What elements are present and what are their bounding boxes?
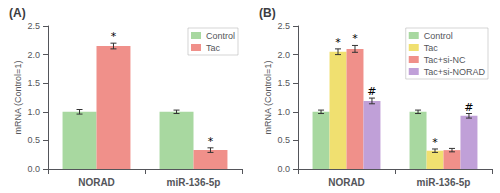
svg-text:#: # bbox=[367, 85, 376, 98]
svg-text:(A): (A) bbox=[9, 6, 26, 20]
svg-text:miR-136-5p: miR-136-5p bbox=[417, 177, 471, 188]
svg-text:1.0: 1.0 bbox=[277, 107, 290, 117]
svg-text:*: * bbox=[432, 136, 438, 149]
svg-text:Tac: Tac bbox=[206, 43, 221, 53]
svg-text:2.5: 2.5 bbox=[27, 21, 40, 31]
svg-text:Tac+si-NORAD: Tac+si-NORAD bbox=[424, 67, 486, 77]
svg-text:0.5: 0.5 bbox=[27, 135, 40, 145]
svg-text:0.5: 0.5 bbox=[277, 135, 290, 145]
svg-text:*: * bbox=[352, 32, 358, 45]
svg-text:NORAD: NORAD bbox=[78, 177, 115, 188]
svg-text:2.0: 2.0 bbox=[27, 50, 40, 60]
svg-text:2.5: 2.5 bbox=[277, 21, 290, 31]
svg-text:(B): (B) bbox=[259, 6, 276, 20]
svg-text:0.0: 0.0 bbox=[277, 164, 290, 174]
svg-text:Control: Control bbox=[206, 31, 235, 41]
svg-text:1.5: 1.5 bbox=[27, 78, 40, 88]
svg-text:#: # bbox=[464, 101, 473, 114]
svg-text:1.5: 1.5 bbox=[277, 78, 290, 88]
svg-text:*: * bbox=[208, 135, 214, 148]
svg-text:*: * bbox=[335, 36, 341, 49]
svg-text:Tac: Tac bbox=[424, 43, 439, 53]
svg-text:2.0: 2.0 bbox=[277, 50, 290, 60]
svg-text:miR-136-5p: miR-136-5p bbox=[167, 177, 221, 188]
svg-text:0.0: 0.0 bbox=[27, 164, 40, 174]
svg-text:Tac+si-NC: Tac+si-NC bbox=[424, 55, 466, 65]
svg-text:Control: Control bbox=[424, 31, 453, 41]
svg-text:mRNA (Control=1): mRNA (Control=1) bbox=[263, 61, 273, 135]
svg-text:NORAD: NORAD bbox=[328, 177, 365, 188]
svg-text:mRNA (Control=1): mRNA (Control=1) bbox=[13, 61, 23, 135]
svg-text:*: * bbox=[111, 30, 117, 43]
svg-text:1.0: 1.0 bbox=[27, 107, 40, 117]
